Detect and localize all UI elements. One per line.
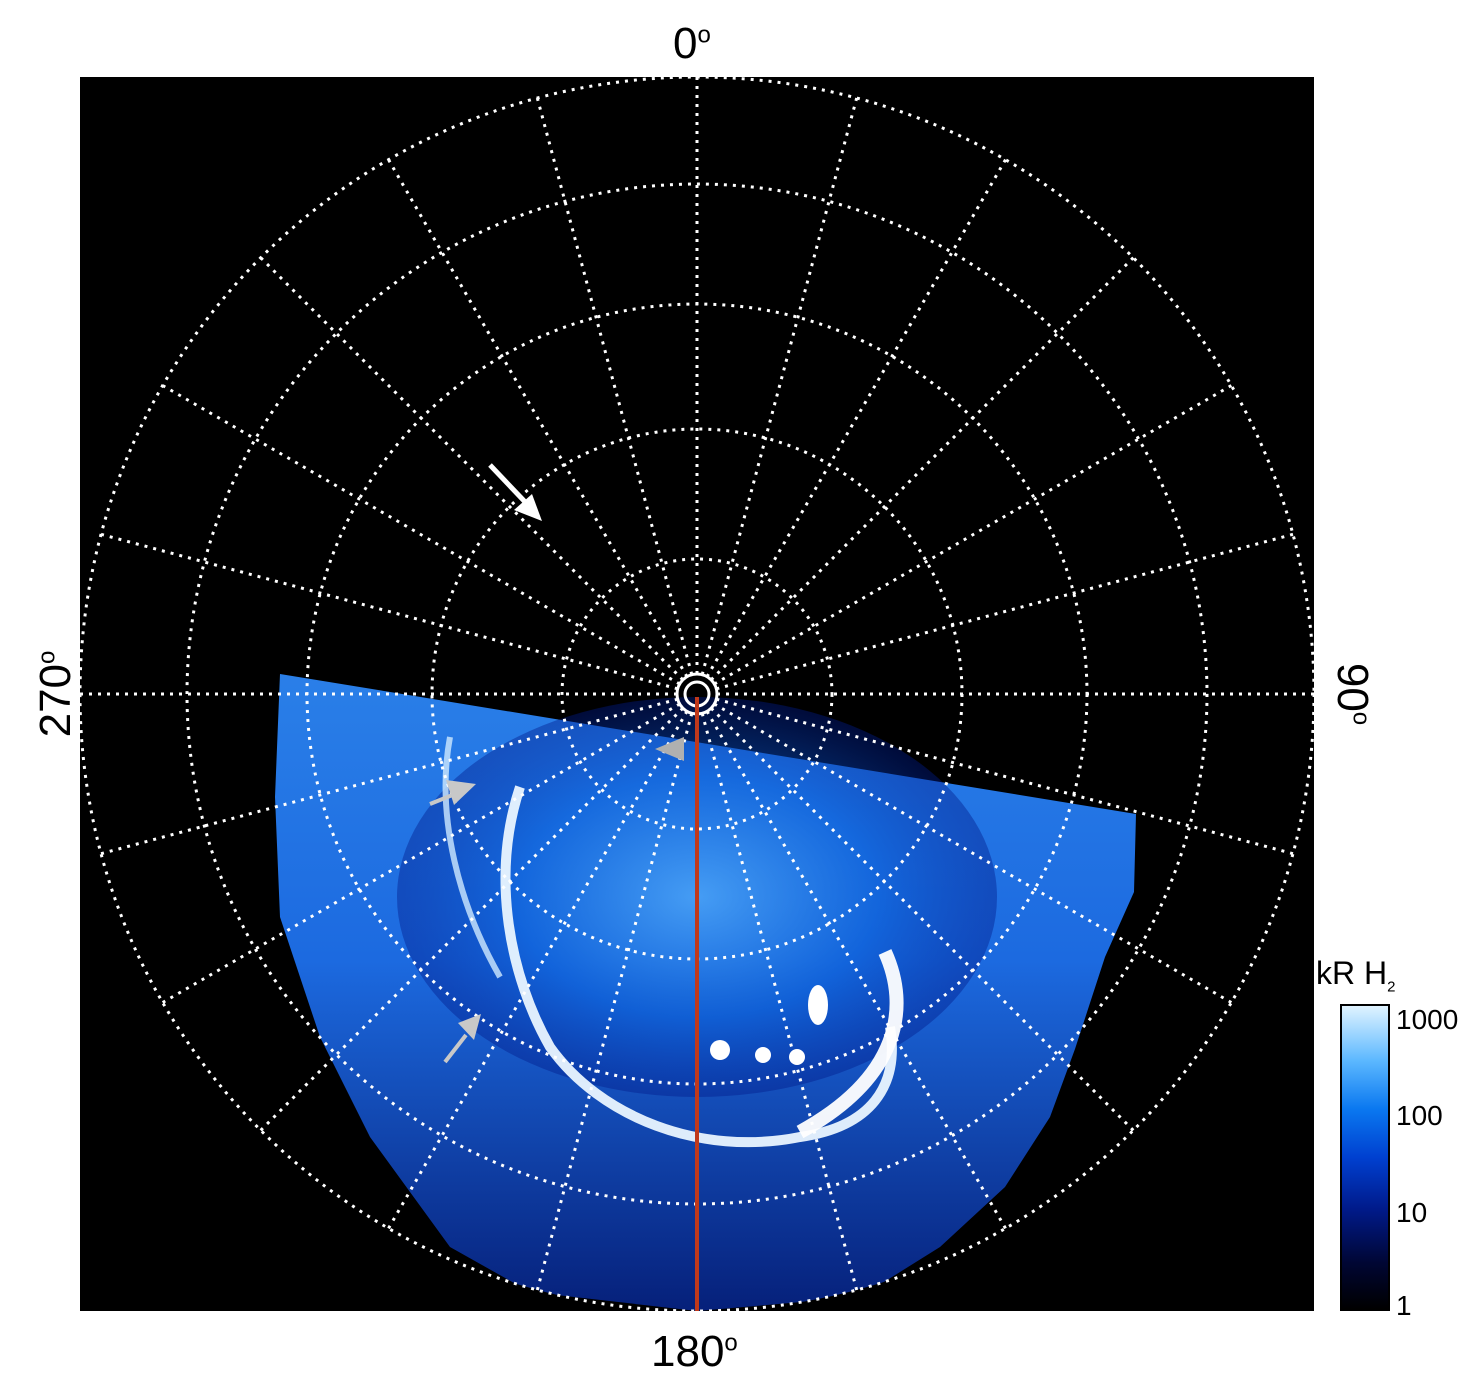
colorbar-title: kR H2 [1316,955,1396,996]
colorbar-tick: 10 [1396,1197,1428,1228]
longitude-line [700,712,859,1291]
label-270-degrees: 270o [31,650,80,738]
longitude-line [705,710,1007,1230]
longitude-line [259,707,684,1132]
auroral-spot [808,985,828,1025]
label-90-degrees: 90o [1328,662,1377,726]
colorbar-tick: 100 [1396,1100,1443,1131]
longitude-line [161,702,681,1004]
auroral-spot [710,1040,730,1060]
colorbar-tick: 1000 [1396,1004,1459,1035]
longitude-line [713,384,1233,686]
main-auroral-oval [500,785,897,1148]
longitude-lines [80,77,1314,1311]
colorbar [1340,1004,1390,1311]
longitude-line [713,702,1233,1004]
longitude-line [710,256,1135,681]
longitude-line [535,712,694,1291]
arrow-icon-gray-3 [655,737,684,761]
longitude-line [259,256,684,681]
polar-auroral-image [78,75,1316,1313]
label-0-degrees: 0o [673,19,711,68]
longitude-line [161,384,681,686]
auroral-arc-right [796,949,904,1139]
longitude-line [710,707,1135,1132]
longitude-line [387,158,689,678]
longitude-line [535,97,694,676]
auroral-arc-inner [442,736,503,979]
arrow-icon-gray-1 [429,780,476,806]
arrow-icon-white [488,463,542,521]
polar-projection-svg [78,75,1316,1313]
arrow-icon-gray-2 [443,1014,481,1064]
longitude-line [715,532,1294,691]
longitude-line [715,697,1294,856]
longitude-line [100,532,679,691]
aurora-emission [275,674,1136,1311]
auroral-spot [755,1047,771,1063]
longitude-line [700,97,859,676]
longitude-line [100,697,679,856]
label-180-degrees: 180o [651,1327,738,1376]
longitude-line [387,710,689,1230]
colorbar-tick: 1 [1396,1290,1412,1321]
longitude-line [705,158,1007,678]
